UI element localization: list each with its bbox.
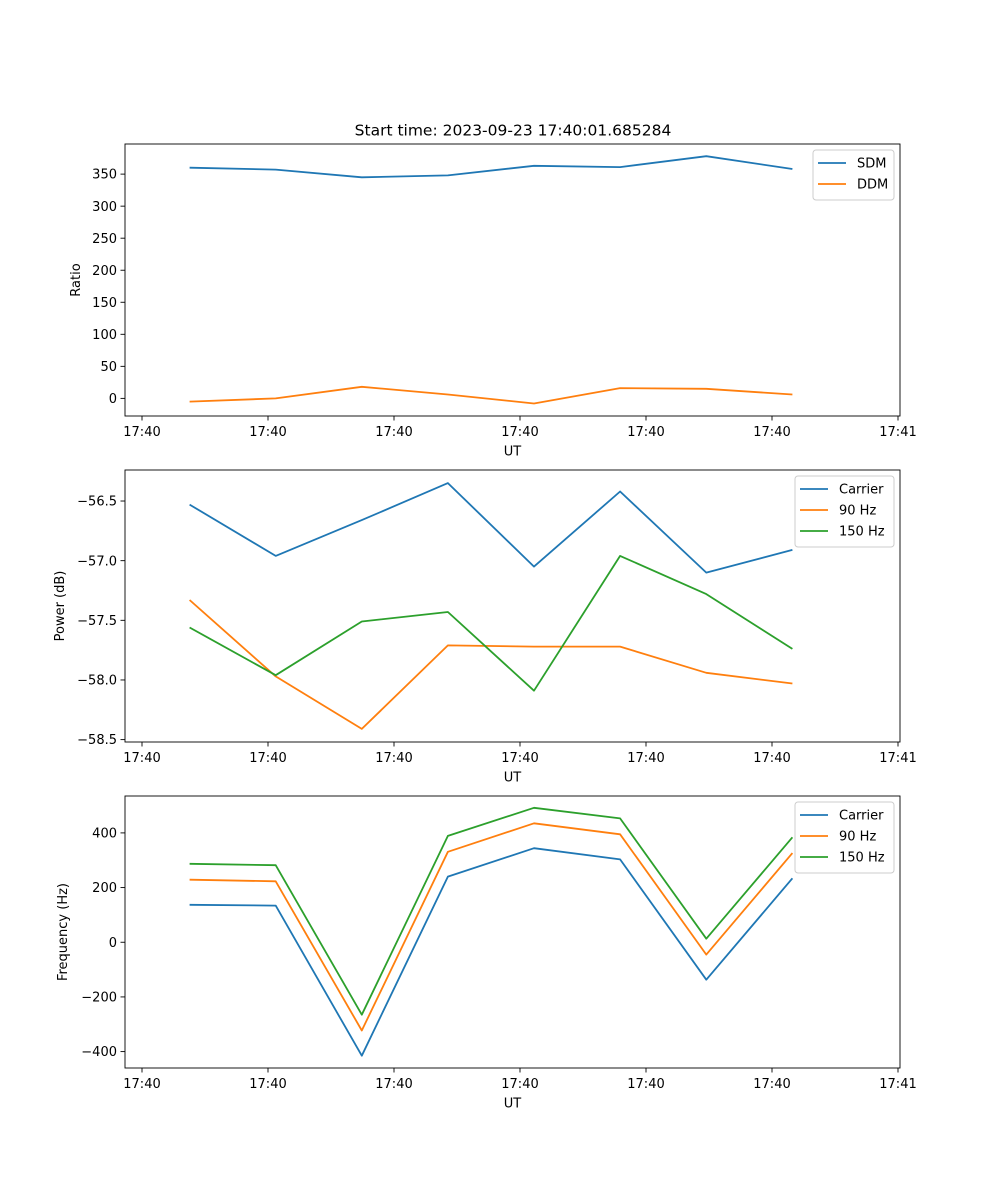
x-tick-label: 17:40 xyxy=(249,1077,286,1092)
legend-frame xyxy=(794,475,895,548)
x-tick-label: 17:40 xyxy=(501,1077,538,1092)
x-axis-label: UT xyxy=(504,771,522,786)
chart-3: 17:40 17:40 17:40 17:40 17:40 17:40 17:41 −400 −… xyxy=(56,795,917,1112)
x-axis-label: UT xyxy=(504,445,522,460)
x-tick-label: 17:41 xyxy=(879,751,916,766)
y-tick-label: −58.5 xyxy=(77,733,117,748)
x-tick-label: 17:40 xyxy=(123,425,160,440)
y-axis-label: Ratio xyxy=(69,263,84,296)
x-tick-label: 17:40 xyxy=(123,751,160,766)
legend-label: 90 Hz xyxy=(839,830,876,845)
series-line-sdm xyxy=(189,155,793,179)
x-tick-label: 17:40 xyxy=(375,425,412,440)
y-tick-label: −400 xyxy=(81,1045,117,1060)
y-tick-label: 50 xyxy=(100,360,117,375)
chart-3-plot-area xyxy=(124,795,901,1069)
y-tick-label: 0 xyxy=(109,392,117,407)
legend-label: DDM xyxy=(857,178,888,193)
x-tick-label: 17:40 xyxy=(627,751,664,766)
y-tick-label: 200 xyxy=(92,881,117,896)
x-tick-label: 17:41 xyxy=(879,425,916,440)
legend-label: SDM xyxy=(857,157,886,172)
y-tick-label: −57.5 xyxy=(77,614,117,629)
x-tick-label: 17:40 xyxy=(123,1077,160,1092)
y-tick-label: 350 xyxy=(92,168,117,183)
x-tick-label: 17:40 xyxy=(249,751,286,766)
series-line-150-hz xyxy=(189,806,794,1016)
chart-3-legend: Carrier 90 Hz 150 Hz xyxy=(794,801,895,874)
y-tick-label: 100 xyxy=(92,328,117,343)
charts: 17:40 17:40 17:40 17:40 17:40 17:40 17:41 0 50 10… xyxy=(53,143,917,1112)
y-axis-label: Power (dB) xyxy=(53,571,68,642)
x-tick-label: 17:41 xyxy=(879,1077,916,1092)
y-tick-label: 250 xyxy=(92,232,117,247)
y-tick-label: −200 xyxy=(81,991,117,1006)
legend-label: Carrier xyxy=(839,483,884,498)
x-tick-label: 17:40 xyxy=(753,751,790,766)
y-tick-label: 200 xyxy=(92,264,117,279)
chart-2-legend: Carrier 90 Hz 150 Hz xyxy=(794,475,895,548)
x-tick-label: 17:40 xyxy=(375,1077,412,1092)
legend-label: 150 Hz xyxy=(839,525,885,540)
chart-1: 17:40 17:40 17:40 17:40 17:40 17:40 17:41 0 50 10… xyxy=(69,143,917,460)
figure-title: Start time: 2023-09-23 17:40:01.685284 xyxy=(355,122,672,140)
series-line-90-hz xyxy=(189,599,793,730)
y-tick-label: −57.0 xyxy=(77,554,117,569)
x-tick-label: 17:40 xyxy=(753,1077,790,1092)
y-tick-label: 400 xyxy=(92,827,117,842)
x-tick-label: 17:40 xyxy=(501,751,538,766)
x-tick-label: 17:40 xyxy=(627,1077,664,1092)
series-line-carrier xyxy=(189,482,793,574)
y-tick-label: −56.5 xyxy=(77,495,117,510)
y-tick-label: 0 xyxy=(109,936,117,951)
legend-label: 150 Hz xyxy=(839,851,885,866)
y-tick-label: 300 xyxy=(92,200,117,215)
chart-2: 17:40 17:40 17:40 17:40 17:40 17:40 17:41 −58.5… xyxy=(53,469,917,786)
x-axis-label: UT xyxy=(504,1097,522,1112)
y-axis-label: Frequency (Hz) xyxy=(56,883,71,981)
legend-label: Carrier xyxy=(839,809,884,824)
x-tick-label: 17:40 xyxy=(501,425,538,440)
series-line-carrier xyxy=(189,847,794,1057)
series-line-150-hz xyxy=(189,555,793,692)
x-tick-label: 17:40 xyxy=(249,425,286,440)
y-tick-label: 150 xyxy=(92,296,117,311)
x-tick-label: 17:40 xyxy=(375,751,412,766)
x-tick-label: 17:40 xyxy=(627,425,664,440)
x-tick-label: 17:40 xyxy=(753,425,790,440)
chart-1-legend: SDM DDM xyxy=(812,149,895,201)
series-line-ddm xyxy=(189,385,793,405)
chart-1-plot-area xyxy=(124,143,901,417)
chart-2-plot-area xyxy=(124,469,901,743)
legend-label: 90 Hz xyxy=(839,504,876,519)
series-line-90-hz xyxy=(189,822,794,1032)
legend-frame xyxy=(794,801,895,874)
y-tick-label: −58.0 xyxy=(77,674,117,689)
